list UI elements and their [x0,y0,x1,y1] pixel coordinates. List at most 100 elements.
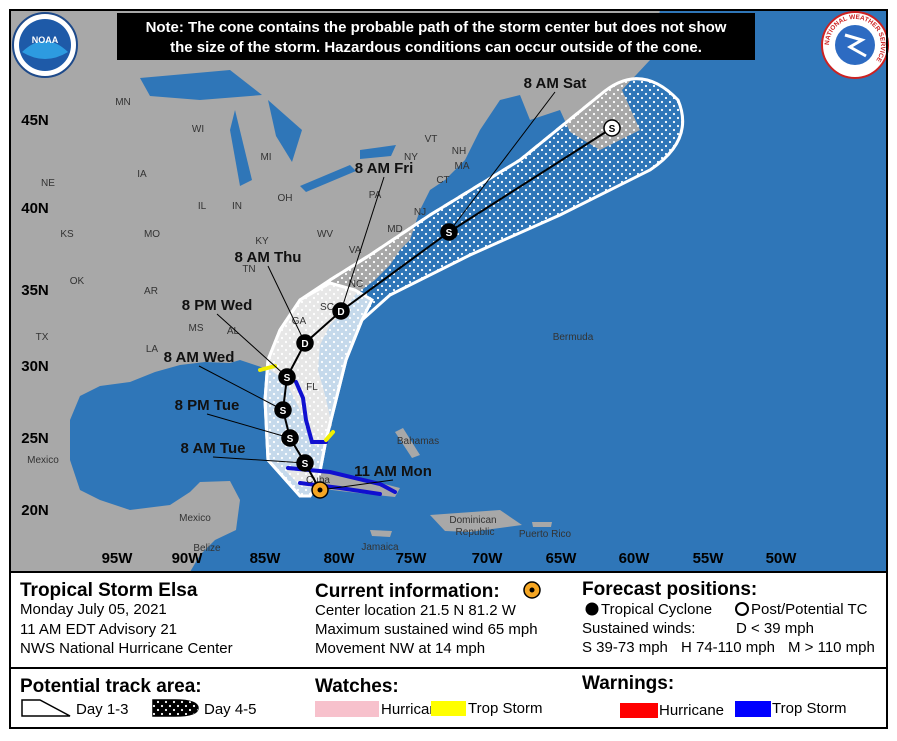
place-label: Mexico [179,513,211,524]
storm-name: Tropical Storm Elsa [20,580,198,601]
place-label: MN [115,97,131,108]
place-label: WI [192,124,204,135]
place-label: LA [146,344,159,355]
track-point-label: S [609,124,616,135]
place-label: NC [349,279,363,290]
day13-icon [21,699,71,717]
logo-text: NOAA [32,35,59,45]
info-line: Tropical Cyclone [601,601,712,618]
legend-label: Hurricane [659,702,724,719]
time-label: 11 AM Mon [354,463,432,480]
track-point-label: D [301,339,308,350]
longitude-label: 70W [472,550,504,567]
track-point [332,302,350,320]
nws-logo: NATIONAL WEATHER SERVICE [821,11,889,79]
section-title: Forecast positions: [582,579,757,600]
place-label: IN [232,201,242,212]
longitude-label: 95W [102,550,134,567]
track-point [440,223,458,241]
place-label: WV [317,229,333,240]
track-point [296,334,314,352]
place-label: NE [41,178,55,189]
track-point-label: S [284,373,291,384]
ts-warning-swatch [735,701,771,717]
track-point-label: S [302,459,309,470]
map: MN WI MI IA NE IL IN OH KS MO KY WV VA PA NY VT NH MA CT NJ… [10,10,889,572]
info-line: Center location 21.5 N 81.2 W [315,602,517,619]
place-label: OK [70,276,85,287]
place-label: TX [36,332,49,343]
track-point-label: S [280,406,287,417]
track-point [274,401,292,419]
section-title: Warnings: [582,673,674,694]
place-label: MD [387,224,403,235]
longitude-label: 75W [396,550,428,567]
info-line: H 74-110 mph [681,639,775,656]
legend-label: Day 4-5 [204,701,257,718]
current-icon-dot [529,587,535,593]
frame [9,9,888,729]
place-label: IA [137,169,147,180]
legend-label: Hurricane [381,701,446,718]
cone-dash [329,93,601,282]
track-point-label: S [287,434,294,445]
hurricane-warning-swatch [620,703,658,718]
leader-line [206,413,291,439]
place-label: Mexico [27,455,59,466]
legend-label: Day 1-3 [76,701,129,718]
place-label: NH [452,146,466,157]
section-title: Watches: [315,676,399,697]
ts-watch-swatch [431,701,466,716]
place-label: OH [278,193,293,204]
great-lakes [140,70,396,192]
time-label: 8 AM Wed [164,349,235,366]
place-label: Bahamas [397,436,439,447]
longitude-label: 55W [693,550,725,567]
info-line: Maximum sustained wind 65 mph [315,621,538,638]
longitude-label: 65W [546,550,578,567]
section-title: Potential track area: [20,676,202,697]
place-label: NY [404,152,418,163]
info-line: NWS National Hurricane Center [20,640,233,657]
current-dot [317,487,323,493]
leader-line [212,456,306,464]
track: 11 AM Mon 8 AM Tue 8 PM Tue 8 AM Wed 8 PM We… [164,75,621,499]
time-label: 8 AM Thu [235,249,302,266]
info-line: Post/Potential TC [751,601,868,618]
info-line: D < 39 mph [736,620,814,637]
place-label: MS [189,323,204,334]
time-label: 8 PM Wed [182,297,253,314]
track-point [603,119,621,137]
place-label: Jamaica [361,542,399,553]
time-label: 8 PM Tue [175,397,240,414]
place-label: MA [455,161,470,172]
leader-line [198,365,284,411]
section-title: Current information: [315,581,500,602]
note-line: the size of the storm. Hazardous conditi… [170,39,702,56]
place-label: TN [242,264,255,275]
place-label: AR [144,286,158,297]
longitude-label: 90W [172,550,204,567]
place-label: FL [306,382,318,393]
latitude-label: 30N [21,358,49,375]
leader-line [216,313,288,378]
latitude-label: 20N [21,502,49,519]
info-line: M > 110 mph [788,639,875,656]
place-label: Dominican [449,515,496,526]
legend-label: Trop Storm [468,700,542,717]
place-label: KY [255,236,269,247]
tc-icon [585,602,599,616]
noaa-logo: NOAA [12,12,78,78]
post-icon [735,602,749,616]
time-label: 8 AM Fri [355,160,414,177]
place-labels: MN WI MI IA NE IL IN OH KS MO KY WV VA PA NY VT NH MA CT NJ… [27,97,594,554]
place-label: MI [260,152,271,163]
latitude-label: 25N [21,430,49,447]
latitude-label: 45N [21,112,49,129]
place-label: Republic [456,527,495,538]
info-line: 11 AM EDT Advisory 21 [20,621,177,638]
longitude-label: 60W [619,550,651,567]
leader-line [448,91,556,233]
info-line: Sustained winds: [582,620,695,637]
